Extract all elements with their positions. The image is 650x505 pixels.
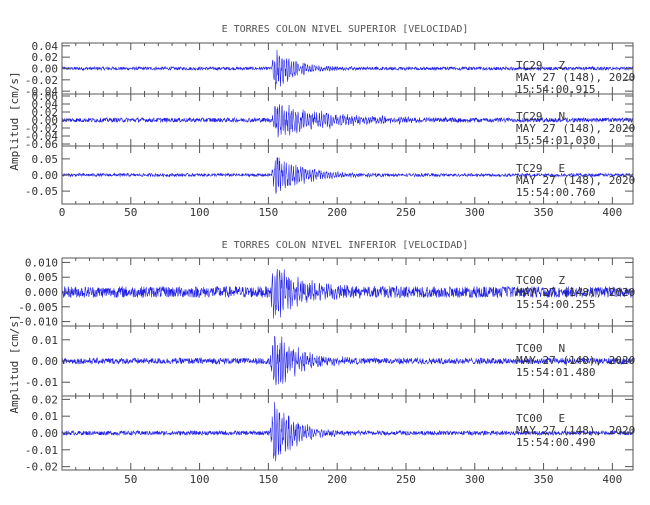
waveform-trace xyxy=(61,268,634,319)
y-tick-label: 0.00 xyxy=(32,169,59,182)
y-tick-label: -0.010 xyxy=(18,316,58,329)
x-tick-label: 400 xyxy=(602,473,622,486)
x-tick-label: 50 xyxy=(124,473,137,486)
y-tick-label: 0.00 xyxy=(32,114,59,127)
x-tick-label: 50 xyxy=(124,206,137,219)
record-date: MAY 27 (148), 2020 xyxy=(516,424,635,437)
station-label: TC29 N xyxy=(516,110,565,123)
chart-title: E TORRES COLON NIVEL INFERIOR [VELOCIDAD… xyxy=(222,240,469,251)
y-tick-label: -0.05 xyxy=(25,185,58,198)
y-axis-label: Amplitud [cm/s] xyxy=(8,71,21,170)
y-tick-label: 0.00 xyxy=(32,63,59,76)
x-tick-label: 400 xyxy=(602,206,622,219)
record-time: 15:54:01.030 xyxy=(516,134,595,147)
component-code: E xyxy=(559,162,566,175)
x-tick-label: 150 xyxy=(258,473,278,486)
x-tick-label: 0 xyxy=(59,206,66,219)
waveform-trace xyxy=(61,335,634,386)
station-code: TC00 xyxy=(516,342,543,355)
record-time: 15:54:00.760 xyxy=(516,186,595,199)
y-tick-label: -0.04 xyxy=(25,85,58,98)
y-tick-label: 0.02 xyxy=(32,51,59,64)
y-tick-label: -0.01 xyxy=(25,444,58,457)
station-label: TC29 Z xyxy=(516,59,566,72)
y-tick-label: 0.04 xyxy=(32,40,59,53)
x-tick-label: 150 xyxy=(258,206,278,219)
station-code: TC29 xyxy=(516,110,543,123)
y-tick-label: 0.005 xyxy=(25,271,58,284)
panel-tc29-n: 0.060.040.020.00-0.02-0.04-0.06 TC29 NMAY … xyxy=(25,90,635,151)
record-date: MAY 27 (148), 2020 xyxy=(516,122,635,135)
record-date: MAY 27 (148), 2020 xyxy=(516,354,635,367)
y-tick-label: 0.01 xyxy=(32,410,59,423)
x-tick-label: 300 xyxy=(465,473,485,486)
x-tick-label: 350 xyxy=(534,473,554,486)
record-time: 15:54:01.480 xyxy=(516,366,595,379)
waveform-trace xyxy=(61,157,634,194)
x-tick-label: 200 xyxy=(327,473,347,486)
y-axis-label: Amplitud [cm/s] xyxy=(8,314,21,413)
station-label: TC29 E xyxy=(516,162,565,175)
waveform-trace xyxy=(61,49,634,90)
record-time: 15:54:00.255 xyxy=(516,298,595,311)
component-code: E xyxy=(559,412,566,425)
y-tick-label: 0.00 xyxy=(32,427,59,440)
x-tick-label: 200 xyxy=(327,206,347,219)
component-code: Z xyxy=(559,59,566,72)
record-date: MAY 27 (148), 2020 xyxy=(516,286,635,299)
y-tick-label: -0.005 xyxy=(18,301,58,314)
component-code: N xyxy=(559,342,566,355)
y-tick-label: -0.02 xyxy=(25,122,58,135)
component-code: Z xyxy=(559,274,566,287)
y-tick-label: 0.010 xyxy=(25,256,58,269)
record-date: MAY 27 (148), 2020 xyxy=(516,71,635,84)
record-date: MAY 27 (148), 2020 xyxy=(516,174,635,187)
x-tick-label: 350 xyxy=(534,206,554,219)
x-tick-label: 250 xyxy=(396,206,416,219)
waveform-trace xyxy=(61,401,634,462)
x-tick-label: 100 xyxy=(190,206,210,219)
record-time: 15:54:00.490 xyxy=(516,436,595,449)
y-tick-label: 0.04 xyxy=(32,98,59,111)
x-tick-label: 250 xyxy=(396,473,416,486)
y-tick-label: 0.00 xyxy=(32,355,59,368)
y-tick-label: 0.06 xyxy=(32,90,59,103)
y-tick-label: 0.02 xyxy=(32,393,59,406)
x-tick-label: 100 xyxy=(190,473,210,486)
station-code: TC29 xyxy=(516,162,543,175)
station-code: TC00 xyxy=(516,412,543,425)
chart-title: E TORRES COLON NIVEL SUPERIOR [VELOCIDAD… xyxy=(222,24,469,35)
x-tick-label: 300 xyxy=(465,206,485,219)
waveform-trace xyxy=(61,104,634,138)
y-tick-label: -0.02 xyxy=(25,461,58,474)
station-code: TC29 xyxy=(516,59,543,72)
station-label: TC00 E xyxy=(516,412,565,425)
component-code: N xyxy=(559,110,566,123)
y-tick-label: -0.04 xyxy=(25,130,58,143)
y-tick-label: 0.02 xyxy=(32,106,59,119)
y-tick-label: -0.01 xyxy=(25,376,58,389)
record-time: 15:54:00.915 xyxy=(516,83,595,96)
y-tick-label: 0.01 xyxy=(32,334,59,347)
station-label: TC00 N xyxy=(516,342,565,355)
y-tick-label: -0.02 xyxy=(25,74,58,87)
y-tick-label: 0.000 xyxy=(25,286,58,299)
y-tick-label: 0.05 xyxy=(32,153,59,166)
station-code: TC00 xyxy=(516,274,543,287)
y-tick-label: -0.06 xyxy=(25,138,58,151)
station-label: TC00 Z xyxy=(516,274,566,287)
